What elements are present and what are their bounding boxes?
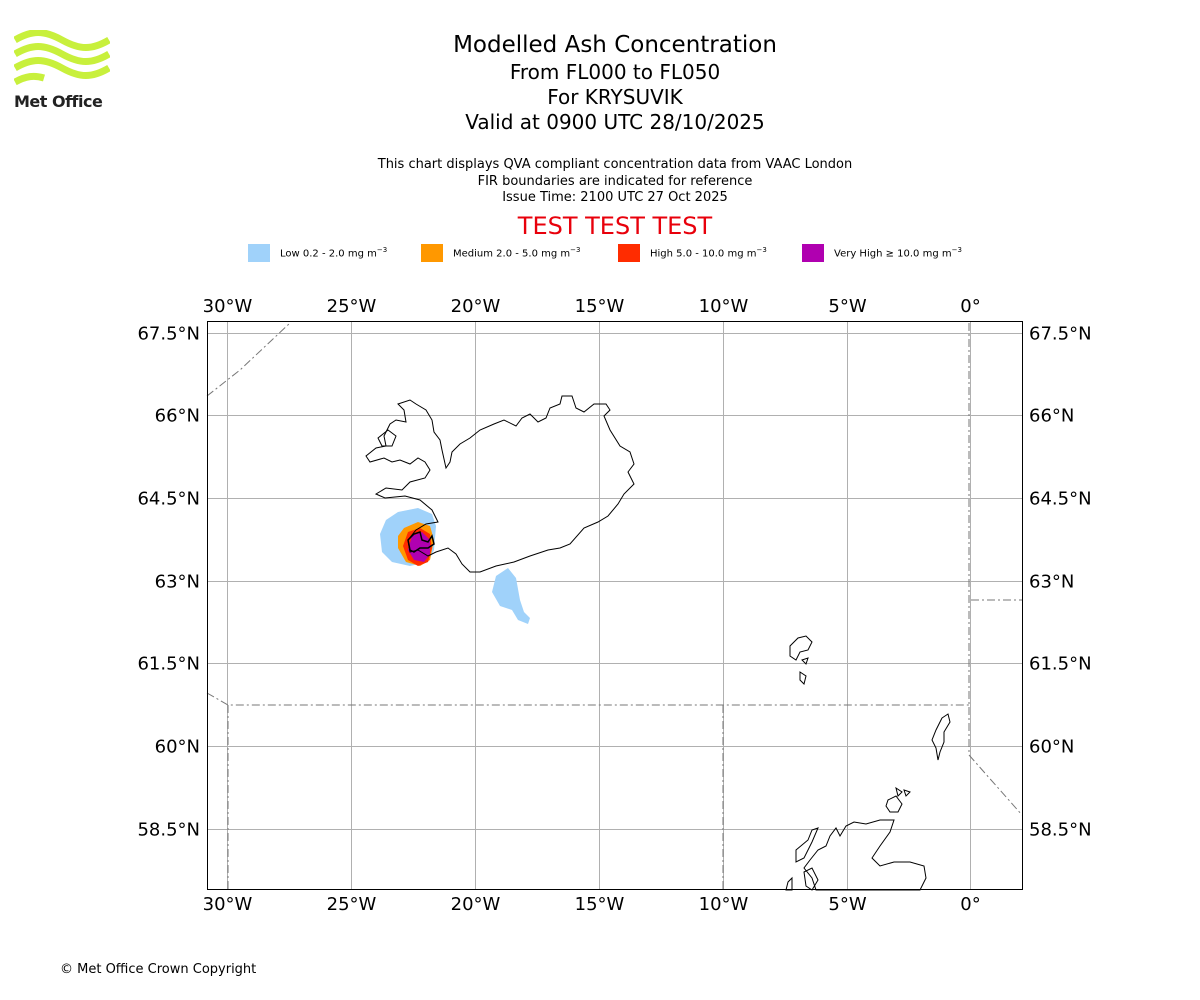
volcano-name: For KRYSUVIK — [547, 85, 683, 109]
legend-exp-low: −3 — [376, 246, 388, 254]
lon-tick-label-top: 25°W — [327, 296, 377, 317]
chart-title: Modelled Ash Concentration — [453, 32, 777, 58]
subtitle-qva-note: This chart displays QVA compliant concen… — [377, 157, 853, 172]
lat-tick-label-left: 61.5°N — [137, 654, 200, 675]
chart-subtitle: This chart displays QVA compliant concen… — [265, 157, 965, 207]
faroe-islands-coastline — [789, 635, 813, 685]
legend-label-medium: Medium 2.0 - 5.0 mg m — [453, 248, 571, 260]
fir-boundary-southwest — [206, 692, 969, 706]
lat-tick-label-right: 63°N — [1029, 572, 1074, 593]
legend-exp-medium: −3 — [570, 246, 581, 254]
axis-tick-labels: 30°W 30°W 25°W 25°W 20°W 20°W 15°W 15°W 10°W 10°W… — [137, 296, 1091, 915]
legend-label-low: Low 0.2 - 2.0 mg m — [280, 248, 377, 260]
scotland-coastline — [803, 819, 927, 891]
orkney-coastline — [885, 786, 911, 813]
map-gridlines — [207, 321, 1023, 890]
lon-tick-label-top: 0° — [960, 296, 980, 317]
lon-tick-label-bottom: 10°W — [699, 894, 749, 915]
lon-tick-label-bottom: 0° — [960, 894, 980, 915]
lon-tick-label-top: 30°W — [203, 296, 253, 317]
lat-tick-label-left: 63°N — [155, 572, 200, 593]
lat-tick-label-right: 61.5°N — [1029, 654, 1092, 675]
lon-tick-label-bottom: 5°W — [828, 894, 866, 915]
valid-time: Valid at 0900 UTC 28/10/2025 — [465, 110, 765, 134]
met-office-waves-icon — [14, 30, 110, 86]
lat-tick-label-right: 60°N — [1029, 737, 1074, 758]
map-frame — [207, 321, 1023, 890]
lat-tick-label-right: 64.5°N — [1029, 489, 1092, 510]
shetland-coastline — [931, 713, 951, 761]
lon-tick-label-top: 20°W — [451, 296, 501, 317]
iceland-westfjords-coastline — [377, 429, 397, 447]
lon-tick-label-bottom: 20°W — [451, 894, 501, 915]
issue-time: Issue Time: 2100 UTC 27 Oct 2025 — [502, 190, 728, 205]
ash-contours — [380, 508, 530, 624]
legend-swatch-high — [618, 244, 640, 262]
legend-label-high: High 5.0 - 10.0 mg m — [650, 248, 757, 260]
subtitle-fir-note: FIR boundaries are indicated for referen… — [477, 173, 753, 189]
lon-tick-label-bottom: 15°W — [575, 894, 625, 915]
ash-low-plume-south — [492, 568, 530, 624]
lat-tick-label-left: 64.5°N — [137, 489, 200, 510]
flight-level-range: From FL000 to FL050 — [509, 60, 721, 84]
lat-tick-label-left: 67.5°N — [137, 324, 200, 345]
iceland-coastline — [365, 395, 635, 573]
copyright-notice: © Met Office Crown Copyright — [60, 962, 257, 977]
legend-swatch-medium — [421, 244, 443, 262]
fir-boundaries — [206, 322, 1023, 890]
fir-boundary-east — [968, 323, 1023, 816]
lon-tick-label-bottom: 30°W — [203, 894, 253, 915]
lat-tick-label-left: 66°N — [155, 406, 200, 427]
lat-tick-label-left: 60°N — [155, 737, 200, 758]
lat-tick-label-right: 66°N — [1029, 406, 1074, 427]
lon-tick-label-top: 15°W — [575, 296, 625, 317]
lon-tick-label-bottom: 25°W — [327, 894, 377, 915]
met-office-logo: Met Office — [14, 30, 110, 112]
lon-tick-label-top: 5°W — [828, 296, 866, 317]
volcano-marker — [407, 531, 435, 553]
coastlines — [365, 395, 951, 891]
legend-exp-very-high: −3 — [951, 246, 962, 254]
legend-swatch-low — [248, 244, 270, 262]
fir-boundary-north — [206, 322, 291, 397]
test-banner: TEST TEST TEST — [517, 212, 713, 240]
lon-tick-label-top: 10°W — [699, 296, 749, 317]
legend-exp-high: −3 — [756, 246, 767, 254]
ash-very-high-area — [408, 532, 430, 562]
legend-label-very-high: Very High ≥ 10.0 mg m — [834, 248, 952, 260]
chart-titles: Modelled Ash Concentration From FL000 to… — [415, 30, 815, 135]
reykjanes-outline — [407, 531, 435, 553]
lat-tick-label-right: 67.5°N — [1029, 324, 1092, 345]
lat-tick-label-left: 58.5°N — [137, 820, 200, 841]
brand-name: Met Office — [14, 92, 103, 111]
legend-swatch-very-high — [802, 244, 824, 262]
lat-tick-label-right: 58.5°N — [1029, 820, 1092, 841]
